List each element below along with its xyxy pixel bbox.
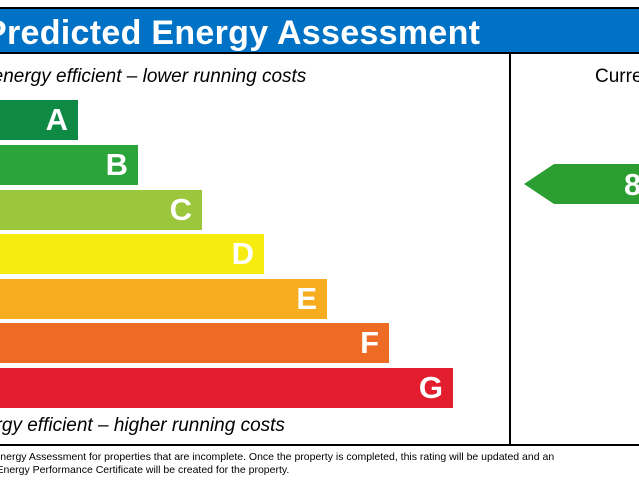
rating-band-a: A — [0, 100, 78, 140]
rating-band-letter: C — [169, 192, 192, 227]
current-rating-arrow — [524, 164, 639, 204]
rating-band-f: F — [0, 323, 389, 363]
rating-band-letter: F — [360, 325, 379, 360]
rating-band-letter: G — [418, 370, 443, 405]
divider-right-panel — [509, 54, 511, 446]
rating-band-letter: B — [105, 147, 128, 182]
rating-band-letter: A — [45, 102, 68, 137]
footer-note: This is a Predicted Energy Assessment fo… — [0, 451, 639, 477]
rating-band-e: E — [0, 279, 327, 319]
header-bar: Predicted Energy Assessment — [0, 7, 639, 54]
rating-band-letter: E — [296, 281, 317, 316]
rating-band-g: G — [0, 368, 453, 408]
divider-bottom — [0, 444, 639, 446]
footer-line-1: This is a Predicted Energy Assessment fo… — [0, 451, 555, 463]
current-rating-value: 83 — [624, 167, 639, 202]
rating-band-letter: D — [231, 236, 254, 271]
rating-band-c: C — [0, 190, 202, 230]
current-column-label: Current — [595, 66, 639, 87]
rating-band-d: D — [0, 234, 264, 274]
footer-line-2: official Energy Performance Certificate … — [0, 464, 290, 476]
caption-efficient: Very energy efficient – lower running co… — [0, 66, 307, 87]
caption-inefficient: Not energy efficient – higher running co… — [0, 415, 285, 436]
rating-band-b: B — [0, 145, 138, 185]
current-rating-arrow-shape — [524, 164, 639, 204]
page-title: Predicted Energy Assessment — [0, 14, 481, 52]
